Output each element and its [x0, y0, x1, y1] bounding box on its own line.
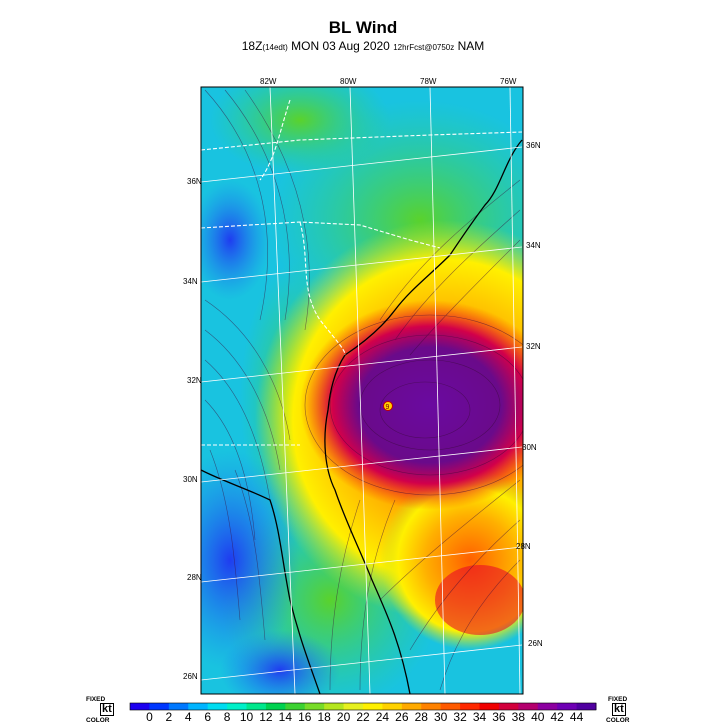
lat-label-right-34n: 34N	[526, 241, 541, 250]
color-scale-swatch	[363, 703, 383, 710]
lat-label-left-26n: 26N	[183, 672, 198, 681]
color-scale-swatch	[421, 703, 442, 710]
lat-label-right-36n: 36N	[526, 141, 541, 150]
graticule	[201, 87, 523, 694]
lat-labels-left: 36N 34N 32N 30N 28N 26N	[183, 177, 202, 681]
color-scale-tick-label: 34	[473, 710, 487, 724]
color-scale-swatch	[557, 703, 578, 710]
color-scale-swatch	[188, 703, 209, 710]
lat-label-right-26n: 26N	[528, 639, 543, 648]
map-frame	[200, 86, 524, 695]
lon-label-82w: 82W	[260, 77, 277, 86]
color-scale-tick-label: 6	[204, 710, 211, 724]
color-scale-tick-label: 40	[531, 710, 545, 724]
lat-label-right-30n: 30N	[522, 443, 537, 452]
state-borders	[201, 99, 523, 446]
color-scale-ticks: 0 2 4 6 8 10 12 14 16 18 20 22 24 26 28 30 32 34 36 38 40 42 4…	[146, 710, 584, 724]
color-scale-tick-label: 10	[240, 710, 254, 724]
valid-date: MON 03 Aug 2020	[291, 39, 390, 53]
color-scale-tick-label: 28	[415, 710, 429, 724]
map-field: 9	[201, 87, 523, 694]
color-scale-swatch	[130, 703, 150, 710]
storm-center-label: 9	[386, 404, 390, 411]
color-scale-swatch	[343, 703, 364, 710]
color-scale-tick-label: 20	[337, 710, 351, 724]
color-scale-swatch	[304, 703, 325, 710]
lat-label-left-32n: 32N	[187, 376, 202, 385]
coastline	[201, 139, 523, 694]
lon-labels: 82W 80W 78W 76W	[260, 77, 517, 86]
color-scale-tick-label: 24	[376, 710, 390, 724]
color-scale-swatch	[285, 703, 306, 710]
lat-label-left-28n: 28N	[187, 573, 202, 582]
legend-left-fixed: FIXED	[86, 696, 106, 703]
color-scale-swatch	[207, 703, 228, 710]
lat-label-right-28n: 28N	[516, 542, 531, 551]
lat-label-left-30n: 30N	[183, 475, 198, 484]
local-time: (14edt)	[262, 43, 288, 52]
color-scale-swatch	[401, 703, 422, 710]
color-scale-swatch	[440, 703, 461, 710]
legend-right-color: COLOR	[606, 717, 630, 724]
color-scale-tick-label: 8	[224, 710, 231, 724]
color-scale-swatch	[518, 703, 539, 710]
color-scale-swatch	[537, 703, 558, 710]
color-scale-swatch	[576, 703, 597, 710]
chart-subtitle: 18Z(14edt) MON 03 Aug 2020 12hrFcst@0750…	[0, 39, 726, 53]
color-scale-swatch	[227, 703, 247, 710]
valid-time: 18Z	[241, 39, 263, 53]
color-scale-bar	[129, 702, 597, 711]
color-scale-tick-label: 44	[570, 710, 584, 724]
lat-label-right-32n: 32N	[526, 342, 541, 351]
color-scale-tick-label: 22	[356, 710, 370, 724]
color-scale-tick-label: 14	[279, 710, 293, 724]
color-scale-tick-label: 36	[492, 710, 506, 724]
color-scale-tick-label: 4	[185, 710, 192, 724]
forecast-info: 12hrFcst@0750z	[393, 43, 455, 52]
color-scale-tick-label: 12	[259, 710, 273, 724]
color-scale-tick-label: 30	[434, 710, 448, 724]
legend-left-unit: kt	[100, 703, 114, 716]
color-scale-tick-label: 0	[146, 710, 153, 724]
color-scale-tick-label: 26	[395, 710, 409, 724]
color-scale-swatch	[149, 703, 170, 710]
lat-label-left-36n: 36N	[187, 177, 202, 186]
color-scale-swatch	[246, 703, 267, 710]
color-scale-tick-label: 16	[298, 710, 312, 724]
lat-label-left-34n: 34N	[183, 277, 198, 286]
color-scale-swatch	[460, 703, 480, 710]
streamlines	[204, 89, 523, 691]
color-scale-tick-label: 18	[317, 710, 331, 724]
lon-label-76w: 76W	[500, 77, 517, 86]
lon-label-80w: 80W	[340, 77, 357, 86]
color-scale-swatch	[479, 703, 500, 710]
lat-labels-right: 36N 34N 32N 30N 28N 26N	[516, 141, 543, 648]
color-scale-tick-label: 42	[550, 710, 564, 724]
color-scale-tick-label: 32	[453, 710, 467, 724]
legend-right-unit: kt	[612, 703, 626, 716]
color-scale-swatch	[324, 703, 345, 710]
color-scale-tick-label: 2	[165, 710, 172, 724]
color-scale-swatch	[265, 703, 286, 710]
legend-left-color: COLOR	[86, 717, 110, 724]
color-scale-swatch	[168, 703, 189, 710]
legend-right-fixed: FIXED	[608, 696, 628, 703]
model-name: NAM	[457, 39, 485, 53]
color-scale-frame	[129, 702, 597, 711]
chart-title: BL Wind	[328, 18, 398, 37]
color-scale-tick-label: 38	[512, 710, 526, 724]
color-scale-swatch	[498, 703, 519, 710]
lon-label-78w: 78W	[420, 77, 437, 86]
storm-center-marker	[383, 401, 393, 411]
color-scale-swatch	[382, 703, 403, 710]
